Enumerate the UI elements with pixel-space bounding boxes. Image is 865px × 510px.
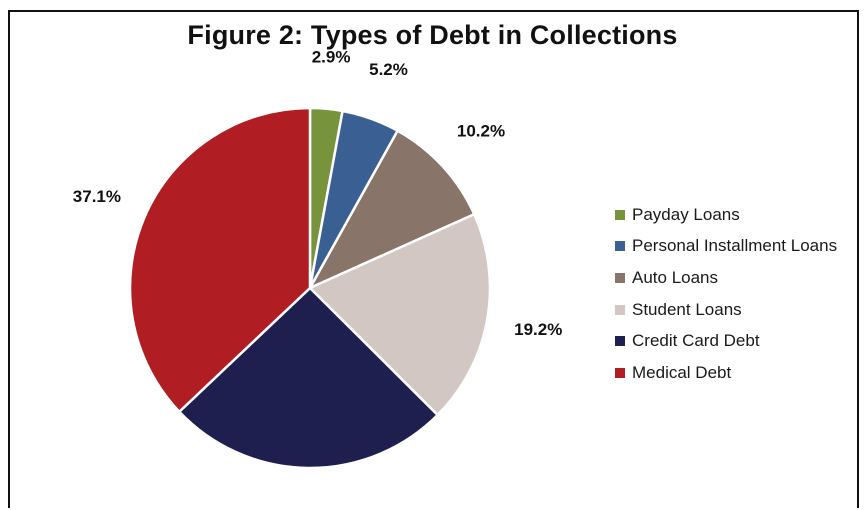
data-label-medical-debt: 37.1% (73, 187, 121, 206)
data-label-payday-loans: 2.9% (312, 47, 351, 66)
legend-swatch (615, 272, 625, 283)
legend-item-credit-card-debt: Credit Card Debt (615, 325, 837, 357)
data-label-auto-loans: 10.2% (457, 122, 505, 141)
legend-label: Personal Installment Loans (632, 236, 838, 256)
legend-item-student-loans: Student Loans (615, 294, 837, 326)
legend-label: Payday Loans (632, 204, 740, 224)
legend-swatch (615, 367, 625, 378)
chart-title: Figure 2: Types of Debt in Collections (187, 20, 678, 50)
legend-label: Student Loans (632, 299, 742, 319)
pie-slice-medical-debt (128, 106, 312, 413)
chart-legend: Payday Loans Personal Installment Loans Au… (615, 199, 837, 389)
legend-item-medical-debt: Medical Debt (615, 357, 837, 389)
legend-item-payday-loans: Payday Loans (615, 199, 837, 231)
data-label-student-loans: 19.2% (514, 320, 562, 339)
legend-label: Credit Card Debt (632, 331, 760, 351)
legend-swatch (615, 209, 625, 220)
pie-slices (128, 106, 492, 470)
pie-slice-credit-card-debt (178, 286, 439, 470)
legend-swatch (615, 336, 625, 347)
legend-label: Medical Debt (632, 362, 732, 382)
pie-slice-auto-loans (308, 129, 476, 290)
legend-item-personal-installment-loans: Personal Installment Loans (615, 231, 837, 263)
legend-swatch (615, 241, 625, 252)
data-label-personal-installment-loans: 5.2% (369, 60, 408, 79)
legend-item-auto-loans: Auto Loans (615, 262, 837, 294)
pie-slice-student-loans (308, 213, 492, 417)
legend-label: Auto Loans (632, 267, 719, 287)
legend-swatch (615, 304, 625, 315)
pie-data-labels: 2.9%5.2%10.2%19.2%25.5%37.1% (73, 47, 563, 339)
